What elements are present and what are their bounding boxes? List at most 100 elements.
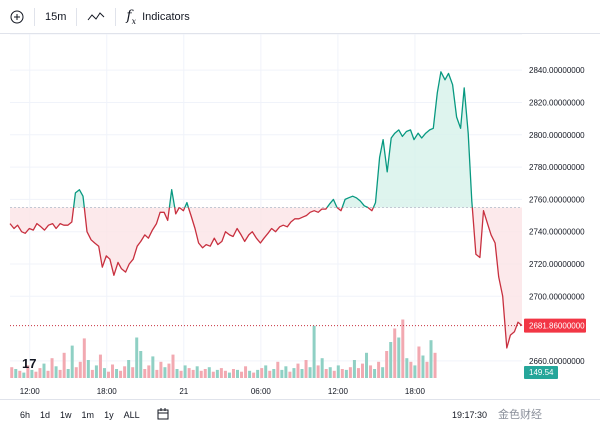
volume-bar: [115, 369, 119, 378]
range-all[interactable]: ALL: [123, 410, 140, 420]
line-below-baseline: [336, 206, 343, 212]
volume-bar: [207, 367, 211, 378]
volume-bar: [328, 367, 332, 378]
volume-bar: [50, 358, 54, 378]
add-symbol-button[interactable]: [0, 0, 34, 34]
volume-bar: [389, 342, 393, 378]
volume-bar: [70, 345, 74, 378]
volume-bar: [191, 369, 195, 378]
bottom-toolbar: 6h 1d 1w 1m 1y ALL 19:17:30 金色财经: [0, 399, 600, 430]
volume-bar: [139, 351, 143, 378]
tradingview-logo[interactable]: 17: [22, 356, 37, 371]
line-above-baseline: [326, 198, 338, 208]
volume-bar: [74, 367, 78, 378]
volume-bar: [66, 369, 70, 378]
price-chart[interactable]: 2840.00000000 2820.00000000 2800.00000000 2…: [0, 34, 600, 399]
volume-bar: [58, 369, 62, 378]
line-below-baseline: [367, 206, 374, 212]
line-above-baseline: [168, 189, 176, 208]
line-above-baseline: [184, 201, 190, 208]
volume-bar: [425, 361, 429, 378]
volume-bar: [147, 365, 151, 378]
volume-bar: [365, 352, 369, 378]
price-lines: [9, 71, 523, 349]
last-price-tag: [524, 318, 586, 333]
volume-bar: [256, 369, 260, 378]
interval-button[interactable]: 15m: [45, 10, 67, 23]
volume-bar: [78, 361, 82, 378]
price-tick-label: 2740.00000000: [529, 228, 585, 237]
toolbar-divider: [115, 7, 117, 26]
volume-bar: [179, 370, 183, 378]
last-volume-value: 149.54: [529, 368, 554, 377]
toolbar-divider: [76, 7, 78, 26]
line-below-baseline: [471, 207, 523, 349]
line-above-baseline: [341, 195, 369, 209]
volume-bar: [377, 361, 381, 378]
price-tick-label: 2780.00000000: [529, 163, 585, 172]
volume-bar: [211, 371, 215, 378]
last-value-tags: 2681.86000000 149.54: [10, 318, 586, 379]
line-below-baseline: [83, 207, 171, 276]
volume-bar: [340, 369, 344, 378]
price-tick-label: 2840.00000000: [529, 66, 585, 75]
volume-bar: [288, 371, 292, 378]
chart-grid: [10, 34, 522, 379]
volume-bar: [26, 365, 30, 378]
area-below-baseline: [10, 207, 74, 234]
volume-bar: [62, 352, 66, 378]
area-above-baseline: [373, 71, 473, 208]
time-tick-label: 21: [179, 387, 188, 396]
area-below-baseline: [84, 207, 170, 276]
volume-bar: [304, 360, 308, 378]
volume-bar: [280, 369, 284, 378]
fx-icon: fx: [126, 7, 137, 26]
area-below-baseline: [188, 207, 327, 248]
range-1d[interactable]: 1d: [40, 410, 51, 420]
volume-bar: [348, 367, 352, 378]
volume-bar: [300, 369, 304, 378]
chart-type-button[interactable]: [77, 0, 115, 34]
volume-bar: [82, 338, 86, 378]
volume-bar: [167, 363, 171, 378]
last-price-value: 2681.86000000: [529, 322, 585, 331]
range-1y[interactable]: 1y: [104, 410, 114, 420]
volume-bar: [123, 366, 127, 378]
volume-bar: [292, 368, 296, 378]
volume-bar: [356, 368, 360, 378]
volume-bar: [219, 368, 223, 378]
volume-bar: [433, 352, 437, 378]
watermark: 金色财经: [498, 409, 542, 421]
volume-bar: [336, 365, 340, 378]
volume-bar: [203, 369, 207, 378]
volume-bar: [385, 351, 389, 378]
volume-bar: [159, 361, 163, 378]
plus-circle-icon: [10, 10, 24, 23]
range-1m[interactable]: 1m: [81, 410, 95, 420]
area-above-baseline: [327, 199, 337, 208]
volume-bar: [135, 337, 139, 378]
volume-bar: [324, 369, 328, 378]
volume-bar: [381, 367, 385, 378]
volume-bar: [171, 354, 175, 378]
indicators-button[interactable]: fx Indicators: [116, 0, 199, 34]
volume-bar: [215, 369, 219, 378]
volume-bar: [131, 367, 135, 378]
range-1w[interactable]: 1w: [60, 410, 72, 420]
volume-bar: [94, 365, 98, 378]
volume-bar: [175, 369, 179, 378]
volume-bar: [393, 328, 397, 378]
volume-bar: [397, 337, 401, 378]
volume-bar: [223, 370, 227, 378]
volume-bar: [183, 365, 187, 378]
volume-bar: [417, 346, 421, 378]
volume-bar: [405, 358, 409, 378]
range-6h[interactable]: 6h: [20, 410, 31, 420]
calendar-goto-icon[interactable]: [157, 407, 169, 423]
line-below-baseline: [9, 207, 75, 234]
utc-clock[interactable]: 19:17:30: [452, 410, 488, 420]
time-axis: 12:00 18:00 21 06:00 12:00 18:00: [20, 387, 426, 396]
volume-bar: [401, 319, 405, 378]
volume-bar: [195, 366, 199, 378]
volume-bar: [320, 358, 324, 378]
